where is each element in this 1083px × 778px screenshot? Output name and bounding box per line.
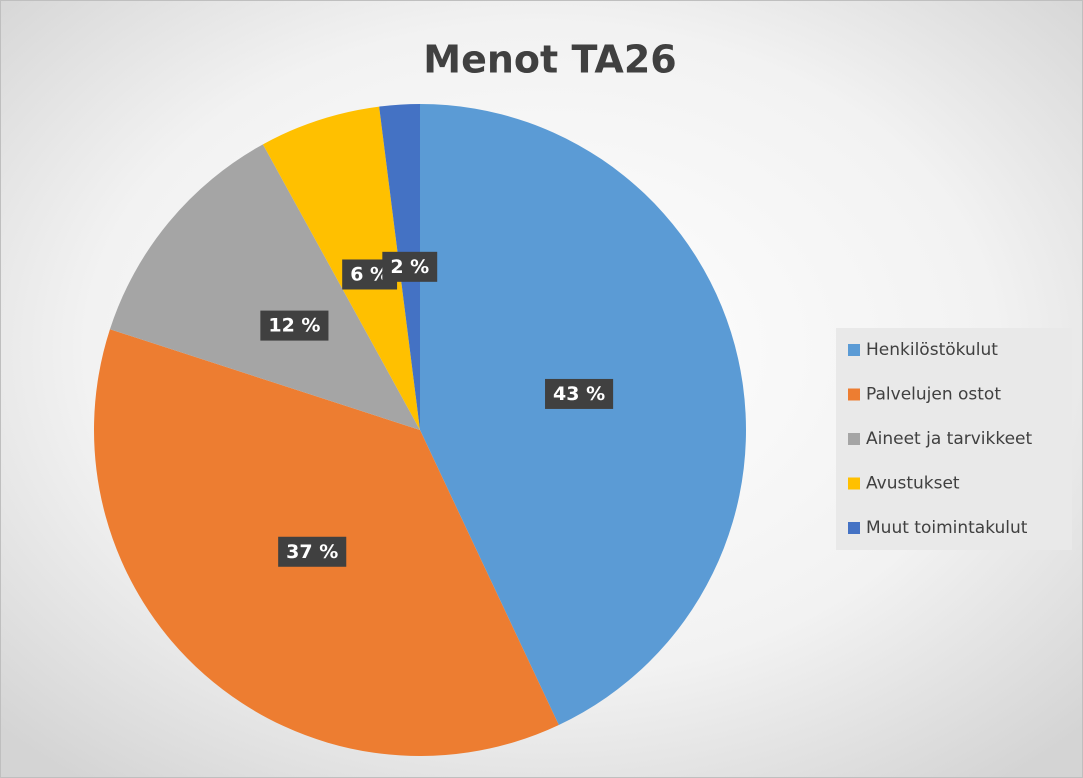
data-label: 12 % [268,315,320,337]
legend-swatch [848,522,860,534]
legend-swatch [848,433,860,445]
pie-slice [109,144,421,430]
data-label: 43 % [553,383,605,405]
legend-box [836,328,1072,550]
data-label-box [545,378,614,409]
data-label: 2 % [390,256,429,278]
pie-slice [420,104,747,725]
data-label-box [260,310,329,341]
legend-label: Henkilöstökulut [866,340,998,360]
legend-swatch [848,477,860,490]
data-label: 6 % [350,263,389,285]
data-label-box [278,536,347,567]
legend-label: Muut toimintakulut [866,518,1028,538]
pie-slice [262,106,420,430]
data-label-box [382,251,438,282]
legend-swatch [848,344,860,356]
legend-swatch [848,388,860,401]
data-label: 37 % [286,541,338,563]
legend-label: Palvelujen ostot [866,385,1001,405]
legend-label: Avustukset [866,474,960,494]
chart-title: Menot TA26 [423,38,676,82]
legend-label: Aineet ja tarvikkeet [866,429,1033,449]
